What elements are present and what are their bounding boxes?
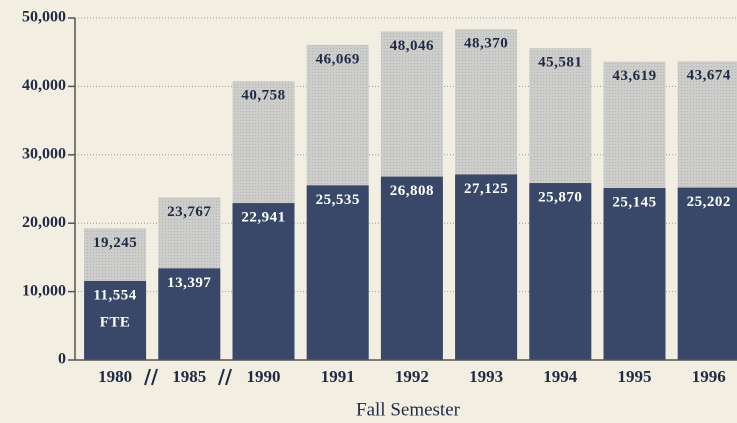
- value-label: 48,370: [464, 36, 508, 52]
- y-tick-label: 0: [58, 351, 66, 368]
- value-label: 11,554: [93, 287, 136, 303]
- x-tick-label: 1993: [469, 367, 503, 386]
- series-label: FTE: [100, 314, 131, 330]
- value-label: 48,046: [390, 38, 434, 54]
- bar: [677, 187, 737, 360]
- y-tick-label: 10,000: [22, 282, 66, 299]
- bar: [84, 280, 147, 360]
- value-label: 43,619: [612, 68, 656, 84]
- x-tick-label: 1990: [247, 367, 281, 386]
- y-tick-label: 40,000: [22, 77, 66, 94]
- x-tick-label: 1994: [543, 367, 578, 386]
- value-label: 22,941: [241, 210, 285, 226]
- y-tick-label: 20,000: [22, 214, 66, 231]
- x-tick-label: 1992: [395, 367, 429, 386]
- value-label: 40,758: [241, 88, 285, 104]
- value-label: 25,145: [612, 194, 656, 210]
- value-label: 25,870: [538, 189, 582, 205]
- axis-break: [144, 368, 232, 386]
- bar: [603, 188, 666, 360]
- value-label: 25,535: [316, 192, 360, 208]
- value-label: 26,808: [390, 183, 434, 199]
- value-label: 46,069: [316, 51, 360, 67]
- bar: [232, 203, 295, 360]
- x-tick-label: 1980: [98, 367, 132, 386]
- value-label: 13,397: [167, 275, 211, 291]
- bar: [380, 176, 443, 360]
- x-tick-label: 1985: [172, 367, 206, 386]
- value-label: 43,674: [687, 68, 731, 84]
- y-tick-label: 50,000: [22, 9, 66, 26]
- value-label: 27,125: [464, 181, 508, 197]
- bar: [306, 185, 369, 360]
- value-label: 45,581: [538, 55, 582, 71]
- bar: [529, 183, 592, 360]
- value-label: 23,767: [167, 204, 211, 220]
- x-tick-label: 1996: [692, 367, 726, 386]
- x-axis-label: Fall Semester: [356, 399, 461, 420]
- value-label: 25,202: [687, 194, 731, 210]
- value-label: 19,245: [93, 235, 137, 251]
- y-tick-label: 30,000: [22, 145, 66, 162]
- x-tick-label: 1995: [618, 367, 652, 386]
- bar: [455, 174, 518, 360]
- bar: [158, 268, 221, 360]
- x-tick-label: 1991: [321, 367, 355, 386]
